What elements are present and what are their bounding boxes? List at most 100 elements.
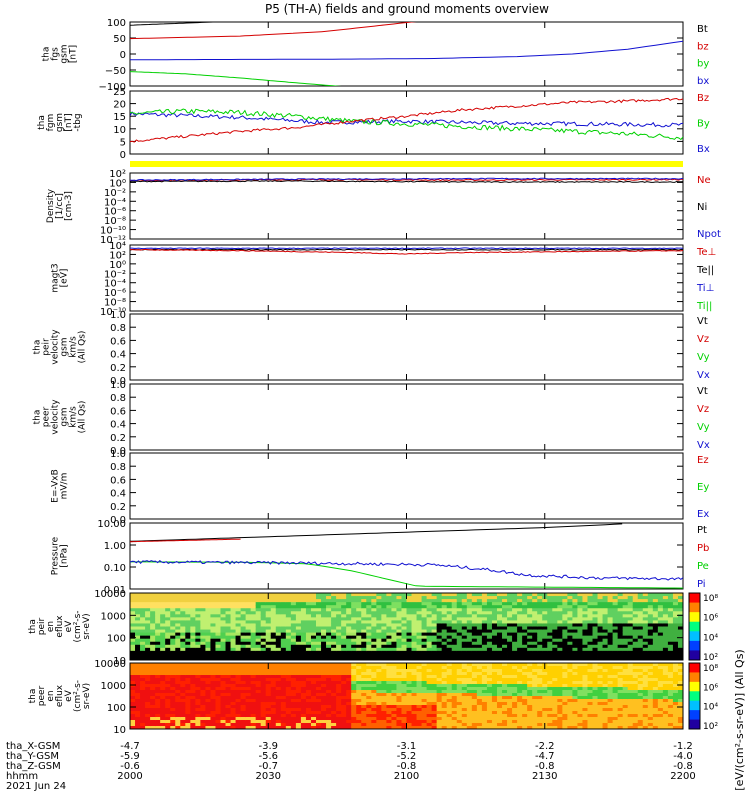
spectrogram-cell — [527, 726, 533, 730]
spectrogram-cell — [290, 663, 297, 667]
spectrogram-cell — [486, 647, 493, 652]
spectrogram-cell — [617, 705, 624, 709]
spectrogram-cell — [426, 599, 433, 603]
spectrogram-cell — [240, 681, 247, 685]
spectrogram-cell — [321, 699, 327, 703]
spectrogram-cell — [507, 635, 513, 640]
spectrogram-cell — [572, 650, 578, 655]
spectrogram-cell — [416, 593, 422, 597]
spectrogram-cell — [280, 608, 287, 612]
spectrogram-cell — [135, 641, 141, 646]
spectrogram-cell — [275, 690, 282, 694]
spectrogram-cell — [552, 623, 558, 627]
spectrogram-cell — [351, 663, 357, 667]
spectrogram-cell — [466, 635, 473, 640]
spectrogram-cell — [270, 717, 277, 721]
spectrogram-cell — [657, 644, 664, 649]
spectrogram-cell — [145, 720, 151, 724]
spectrogram-cell — [321, 696, 327, 700]
spectrogram-cell — [632, 681, 639, 685]
spectrogram-cell — [496, 593, 503, 597]
spectrogram-cell — [456, 650, 463, 655]
spectrogram-cell — [471, 617, 478, 621]
spectrogram-cell — [537, 632, 543, 637]
spectrogram-cell — [170, 596, 176, 600]
spectrogram-cell — [481, 684, 488, 688]
spectrogram-cell — [170, 611, 176, 615]
spectrogram-cell — [321, 705, 327, 709]
spectrogram-cell — [155, 599, 161, 603]
spectrogram-cell — [195, 684, 201, 688]
spectrogram-cell — [270, 663, 277, 667]
y-tick-label: 1.0 — [110, 310, 126, 321]
spectrogram-cell — [155, 690, 161, 694]
spectrogram-cell — [446, 608, 453, 612]
spectrogram-cell — [341, 656, 347, 661]
spectrogram-cell — [527, 647, 533, 652]
spectrogram-cell — [436, 641, 443, 646]
spectrogram-cell — [230, 726, 236, 730]
spectrogram-cell — [532, 620, 538, 624]
y-axis-label: velocity — [51, 399, 61, 435]
spectrogram-cell — [602, 711, 608, 715]
spectrogram-cell — [411, 720, 417, 724]
spectrogram-cell — [145, 690, 151, 694]
spectrogram-cell — [376, 647, 382, 652]
spectrogram-cell — [195, 678, 201, 682]
spectrogram-cell — [280, 605, 287, 609]
spectrogram-cell — [491, 711, 498, 715]
spectrogram-cell — [461, 650, 468, 655]
spectrogram-cell — [200, 599, 206, 603]
spectrogram-cell — [602, 678, 608, 682]
spectrogram-cell — [572, 593, 578, 597]
spectrogram-cell — [235, 620, 241, 624]
spectrogram-cell — [346, 696, 352, 700]
spectrogram-cell — [351, 705, 357, 709]
spectrogram-cell — [552, 626, 558, 630]
spectrogram-cell — [295, 596, 302, 600]
spectrogram-cell — [421, 696, 428, 700]
spectrogram-cell — [602, 717, 608, 721]
spectrogram-cell — [597, 717, 603, 721]
spectrogram-cell — [310, 663, 317, 667]
spectrogram-cell — [592, 656, 598, 661]
spectrogram-cell — [496, 702, 503, 706]
y-axis-label: tha — [37, 115, 47, 130]
spectrogram-cell — [356, 617, 362, 621]
spectrogram-cell — [300, 635, 307, 640]
spectrogram-cell — [572, 611, 578, 615]
spectrogram-cell — [411, 714, 417, 718]
spectrogram-cell — [316, 663, 322, 667]
spectrogram-cell — [471, 708, 478, 712]
spectrogram-cell — [230, 687, 236, 691]
spectrogram-cell — [310, 605, 317, 609]
spectrogram-cell — [496, 629, 503, 633]
spectrogram-cell — [622, 669, 629, 673]
spectrogram-cell — [471, 638, 478, 643]
spectrogram-cell — [361, 669, 367, 673]
spectrogram-cell — [557, 699, 563, 703]
spectrogram-cell — [527, 690, 533, 694]
spectrogram-cell — [567, 666, 573, 670]
spectrogram-cell — [205, 669, 211, 673]
spectrogram-cell — [522, 614, 528, 618]
spectrogram-cell — [502, 614, 508, 618]
spectrogram-cell — [185, 714, 191, 718]
spectrogram-cell — [466, 702, 473, 706]
spectrogram-cell — [547, 669, 553, 673]
spectrogram-cell — [421, 699, 428, 703]
spectrogram-cell — [155, 681, 161, 685]
spectrogram-cell — [572, 653, 578, 658]
spectrogram-cell — [562, 705, 568, 709]
spectrogram-cell — [552, 714, 558, 718]
spectrogram-cell — [366, 669, 372, 673]
spectrogram-cell — [140, 593, 146, 597]
spectrogram-cell — [391, 669, 397, 673]
spectrogram-cell — [476, 644, 483, 649]
spectrogram-cell — [512, 653, 518, 658]
spectrogram-cell — [496, 711, 503, 715]
spectrogram-cell — [310, 714, 317, 718]
quality-flag-bar — [130, 161, 683, 167]
spectrogram-cell — [220, 669, 226, 673]
spectrogram-cell — [396, 669, 402, 673]
